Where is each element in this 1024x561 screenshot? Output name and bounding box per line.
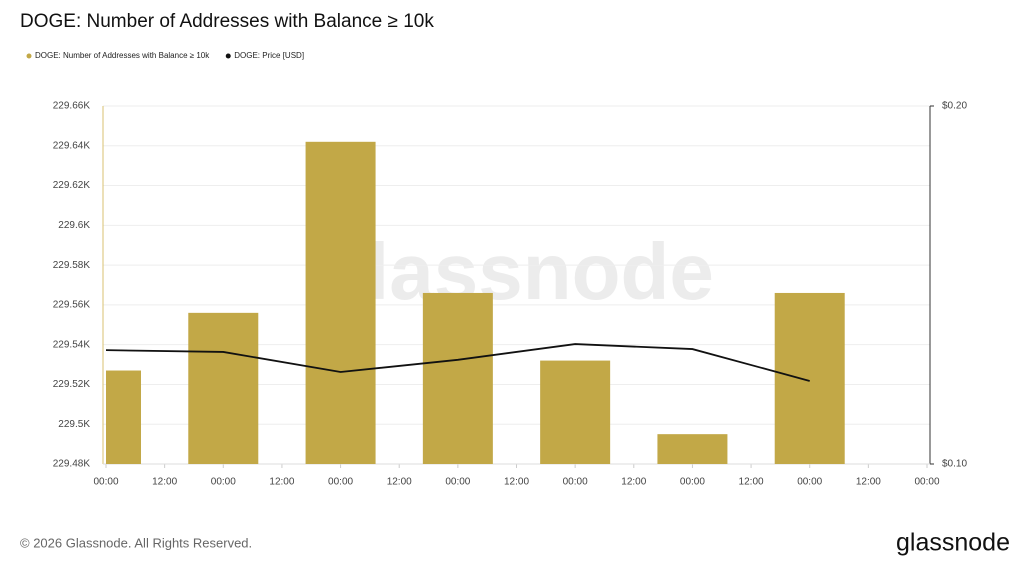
x-tick-label: 12:00	[152, 477, 177, 488]
price-line	[105, 343, 810, 382]
y-tick-label: 229.5K	[58, 419, 90, 430]
x-tick-label: 00:00	[445, 477, 470, 488]
bar	[657, 434, 728, 464]
y-tick-label: 229.58K	[53, 260, 91, 271]
legend-label: DOGE: Number of Addresses with Balance ≥…	[35, 51, 210, 60]
x-tick-label: 12:00	[504, 477, 529, 488]
y-tick-label: 229.48K	[53, 459, 91, 470]
x-tick-label: 00:00	[914, 477, 939, 488]
bar	[540, 360, 611, 464]
y-tick-label: 229.62K	[53, 180, 91, 191]
x-tick-label: 12:00	[739, 477, 764, 488]
y-tick-label: 229.66K	[53, 101, 91, 112]
x-tick-label: 00:00	[680, 477, 705, 488]
x-tick-label: 00:00	[797, 477, 822, 488]
footer: © 2026 Glassnode. All Rights Reserved.	[20, 535, 252, 550]
x-tick-label: 12:00	[621, 477, 646, 488]
legend-marker	[26, 53, 32, 59]
watermark: glassnode	[318, 227, 714, 316]
bar	[188, 312, 259, 464]
x-tick-label: 00:00	[93, 477, 118, 488]
legend-marker	[225, 53, 231, 59]
y-tick-label: 229.6K	[58, 220, 90, 231]
y-tick-label: 229.54K	[53, 339, 91, 350]
legend: DOGE: Number of Addresses with Balance ≥…	[26, 51, 304, 60]
y2-tick-label: $0.10	[942, 459, 967, 470]
legend-label: DOGE: Price [USD]	[234, 51, 304, 60]
x-tick-label: 12:00	[269, 477, 294, 488]
bar	[422, 292, 493, 464]
y-tick-label: 229.52K	[53, 379, 91, 390]
plot-area	[106, 141, 845, 465]
bar	[774, 292, 845, 464]
x-tick-label: 00:00	[211, 477, 236, 488]
x-tick-label: 00:00	[328, 477, 353, 488]
bar	[305, 141, 376, 465]
x-tick-label: 00:00	[563, 477, 588, 488]
logo: glassnode	[896, 529, 1010, 557]
x-tick-label: 12:00	[387, 477, 412, 488]
y-tick-label: 229.64K	[53, 140, 91, 151]
x-tick-label: 12:00	[856, 477, 881, 488]
y2-tick-label: $0.20	[942, 101, 967, 112]
chart-title: DOGE: Number of Addresses with Balance ≥…	[20, 11, 434, 32]
bar	[106, 370, 141, 464]
y-tick-label: 229.56K	[53, 300, 91, 311]
